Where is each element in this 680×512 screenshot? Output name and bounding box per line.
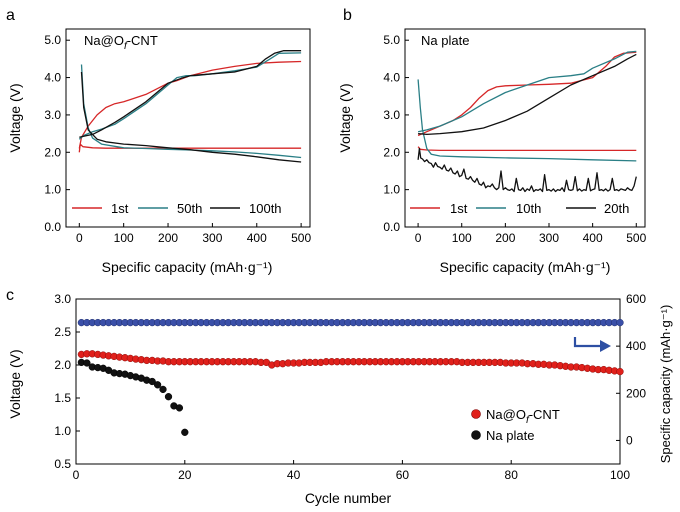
- x-tick-label: 300: [202, 231, 222, 245]
- legend: Na@Of-CNT Na plate: [471, 407, 560, 443]
- data-point: [175, 404, 184, 412]
- x-tick-label: 20: [178, 468, 192, 482]
- series-line-1st-discharge: [78, 143, 302, 153]
- legend: 1st 10th 20th: [410, 201, 629, 216]
- legend-marker: [471, 430, 481, 440]
- y-tick-label: 0.5: [54, 457, 71, 471]
- legend-label: Na@Of-CNT: [486, 407, 560, 426]
- y-tick-label: 1.0: [54, 424, 71, 438]
- x-tick-label: 60: [396, 468, 410, 482]
- y-axis-label: Voltage (V): [337, 83, 353, 152]
- legend-label: 50th: [177, 201, 202, 216]
- y-tick-label: 3.0: [383, 108, 400, 122]
- series-line-10th-charge: [417, 50, 637, 133]
- series-line-100th-discharge: [80, 71, 302, 163]
- y-tick-label: 3.0: [54, 292, 71, 306]
- data-point: [153, 381, 162, 389]
- series-line-1st-charge: [417, 51, 637, 137]
- legend-label: 20th: [604, 201, 629, 216]
- y2-tick-label: 0: [626, 433, 633, 447]
- y-tick-label: 0.0: [383, 220, 400, 234]
- plot-frame: [65, 28, 311, 228]
- y-tick-label: 1.5: [54, 391, 71, 405]
- panel-a: a Voltage (V) Specific capacity (mAh·g⁻¹…: [6, 7, 311, 275]
- series-line-100th-charge: [79, 50, 302, 138]
- data-point: [159, 385, 167, 394]
- x-tick-label: 500: [291, 231, 311, 245]
- panel-annotation: Na plate: [421, 33, 469, 48]
- plot-frame: [75, 298, 621, 465]
- x-tick-label: 100: [114, 231, 134, 245]
- series-line-20th-discharge: [417, 147, 637, 193]
- y-axis-label: Voltage (V): [7, 83, 23, 152]
- y-tick-label: 4.0: [44, 71, 61, 85]
- series-line-50th-charge: [78, 52, 302, 140]
- series-line-50th-discharge: [80, 64, 302, 159]
- data-point: [164, 393, 173, 401]
- legend-label: 1st: [111, 201, 129, 216]
- x-axis-label: Specific capacity (mAh·g⁻¹): [102, 259, 273, 275]
- legend-label: 10th: [516, 201, 541, 216]
- panel-b: b Voltage (V) Specific capacity (mAh·g⁻¹…: [337, 7, 647, 275]
- x-tick-label: 0: [415, 231, 422, 245]
- y2-tick-label: 200: [626, 386, 646, 400]
- x-tick-label: 80: [505, 468, 519, 482]
- x-axis-label: Cycle number: [305, 490, 392, 506]
- x-tick-label: 400: [247, 231, 267, 245]
- y2-tick-label: 600: [626, 292, 646, 306]
- legend-label: 1st: [450, 201, 468, 216]
- legend-label: 100th: [249, 201, 282, 216]
- series-line-10th-discharge: [417, 79, 637, 162]
- data-point: [148, 377, 156, 386]
- y-tick-label: 5.0: [44, 33, 61, 47]
- y-tick-label: 2.0: [383, 145, 400, 159]
- x-tick-label: 100: [452, 231, 472, 245]
- arrow-head: [600, 340, 611, 352]
- panel-annotation: Na@Of-CNT: [84, 33, 158, 52]
- right-arrow-icon: [573, 337, 603, 348]
- y-tick-label: 2.0: [54, 358, 71, 372]
- panel-letter: c: [6, 287, 14, 304]
- y-tick-label: 1.0: [383, 183, 400, 197]
- data-point: [83, 359, 91, 367]
- panel-c: c Voltage (V) Specific capacity (mAh·g⁻¹…: [6, 287, 673, 506]
- x-tick-label: 0: [76, 231, 83, 245]
- legend-marker: [471, 409, 481, 419]
- data-point: [616, 318, 624, 327]
- x-tick-label: 40: [287, 468, 301, 482]
- series-line-1st-charge: [78, 60, 302, 149]
- series-line-20th-charge: [418, 53, 637, 136]
- x-tick-label: 500: [626, 231, 646, 245]
- arrow-annotation: [573, 337, 611, 352]
- y-tick-label: 2.5: [54, 325, 71, 339]
- data-point: [616, 367, 624, 376]
- y-axis-label: Voltage (V): [7, 349, 23, 418]
- x-tick-label: 200: [158, 231, 178, 245]
- y-tick-label: 2.0: [44, 145, 61, 159]
- y-tick-label: 4.0: [383, 71, 400, 85]
- x-tick-label: 100: [610, 468, 630, 482]
- y-tick-label: 0.0: [44, 220, 61, 234]
- y-tick-label: 3.0: [44, 108, 61, 122]
- y2-tick-label: 400: [626, 339, 646, 353]
- y2-axis-label: Specific capacity (mAh·g⁻¹): [658, 305, 673, 464]
- y-tick-label: 1.0: [44, 183, 61, 197]
- data-point: [181, 428, 189, 436]
- y-tick-label: 5.0: [383, 33, 400, 47]
- panel-letter: b: [343, 7, 352, 24]
- legend-label: Na plate: [486, 428, 534, 443]
- series-line-1st-discharge: [417, 146, 637, 152]
- x-tick-label: 300: [539, 231, 559, 245]
- x-tick-label: 200: [495, 231, 515, 245]
- x-tick-label: 400: [583, 231, 603, 245]
- legend: 1st 50th 100th: [72, 201, 282, 216]
- panel-letter: a: [6, 7, 15, 24]
- x-tick-label: 0: [73, 468, 80, 482]
- x-axis-label: Specific capacity (mAh·g⁻¹): [440, 259, 611, 275]
- plot-frame: [404, 28, 646, 228]
